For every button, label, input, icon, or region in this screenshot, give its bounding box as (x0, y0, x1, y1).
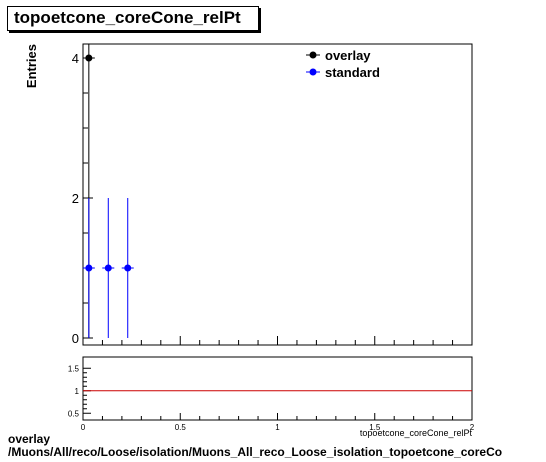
ratio-y-tick-label: 1 (75, 387, 80, 396)
ratio-x-tick-label: 0.5 (175, 423, 187, 432)
legend-marker (309, 51, 317, 59)
legend: overlay standard (306, 48, 380, 80)
data-point (85, 264, 93, 272)
y-tick-label: 0 (72, 331, 79, 346)
series-standard (82, 198, 134, 338)
footer-line-2: /Muons/All/reco/Loose/isolation/Muons_Al… (8, 445, 503, 459)
ratio-y-tick-label: 1.5 (68, 364, 80, 373)
data-point (85, 54, 93, 62)
data-point (124, 264, 132, 272)
ratio-x-tick-label: 1 (275, 423, 280, 432)
chart-title: topoetcone_coreCone_relPt (14, 8, 241, 27)
ratio-x-tick-label: 0 (81, 423, 86, 432)
ratio-x-tick-label: 2 (470, 423, 475, 432)
legend-marker (309, 68, 317, 76)
x-axis-label: topoetcone_coreCone_relPt (360, 428, 473, 438)
title-box: topoetcone_coreCone_relPt (7, 6, 259, 31)
data-point (104, 264, 112, 272)
main-plot-frame (82, 43, 473, 346)
main-plot: 0 2 4 Entries overlay standard (24, 43, 473, 346)
y-tick-label: 4 (72, 51, 79, 66)
footer-line-1: overlay (8, 432, 51, 446)
y-axis-label: Entries (24, 44, 39, 88)
legend-label: overlay (325, 48, 371, 63)
ratio-x-tick-label: 1.5 (369, 423, 381, 432)
legend-label: standard (325, 65, 380, 80)
y-tick-label: 2 (72, 191, 79, 206)
ratio-plot-frame (82, 356, 473, 421)
ratio-y-tick-label: 0.5 (68, 409, 80, 418)
ratio-plot: 0 0.5 1 1.5 20.511.5topoetcone_coreCone_relP… (68, 356, 475, 438)
